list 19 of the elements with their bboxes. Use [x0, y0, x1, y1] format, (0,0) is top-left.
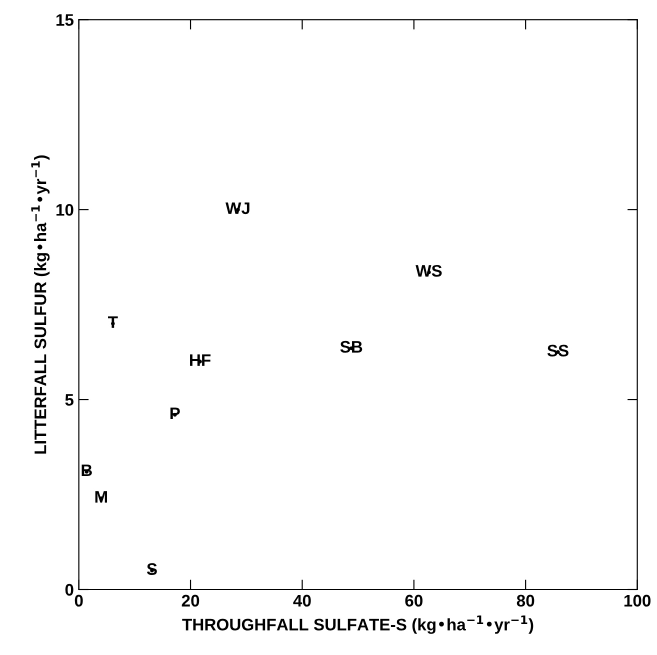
annotation: HF — [190, 354, 211, 366]
y-tick-label: 5 — [65, 394, 74, 406]
x-tick-label: 0 — [74, 594, 83, 607]
x-tick-label: 80 — [516, 594, 534, 607]
x-tick-label: 60 — [405, 594, 422, 607]
annotation: SB — [340, 340, 362, 353]
y-tick-label: 0 — [65, 584, 74, 596]
y-tick-label: 15 — [56, 14, 74, 26]
y-tick-label: 10 — [56, 204, 74, 216]
annotation: SS — [547, 344, 568, 357]
x-tick-label: 20 — [182, 594, 200, 607]
y-axis-title: LITTERFALL SULFUR (kg•ha$^{−1}$•yr$^{−1}$) — [31, 155, 50, 454]
x-tick-label: 100 — [624, 594, 651, 607]
annotation: B — [82, 464, 92, 476]
x-axis-title: THROUGHFALL SULFATE-S (kg•ha$^{−1}$•yr$^{−1}$) — [182, 615, 534, 634]
x-tick-label: 40 — [293, 594, 311, 607]
annotation: WJ — [226, 202, 250, 214]
annotation: S — [146, 563, 157, 575]
annotation: WS — [416, 264, 442, 277]
